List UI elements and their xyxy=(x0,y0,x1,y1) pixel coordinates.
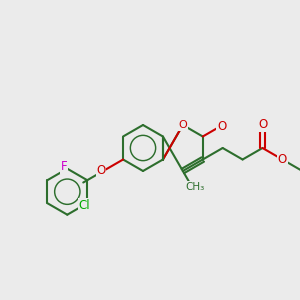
Text: O: O xyxy=(178,120,187,130)
Text: O: O xyxy=(278,153,287,166)
Text: F: F xyxy=(61,160,68,173)
Text: O: O xyxy=(217,120,226,133)
Text: CH₃: CH₃ xyxy=(185,182,204,192)
Text: O: O xyxy=(97,164,106,178)
Text: Cl: Cl xyxy=(78,199,90,212)
Text: O: O xyxy=(258,118,267,131)
